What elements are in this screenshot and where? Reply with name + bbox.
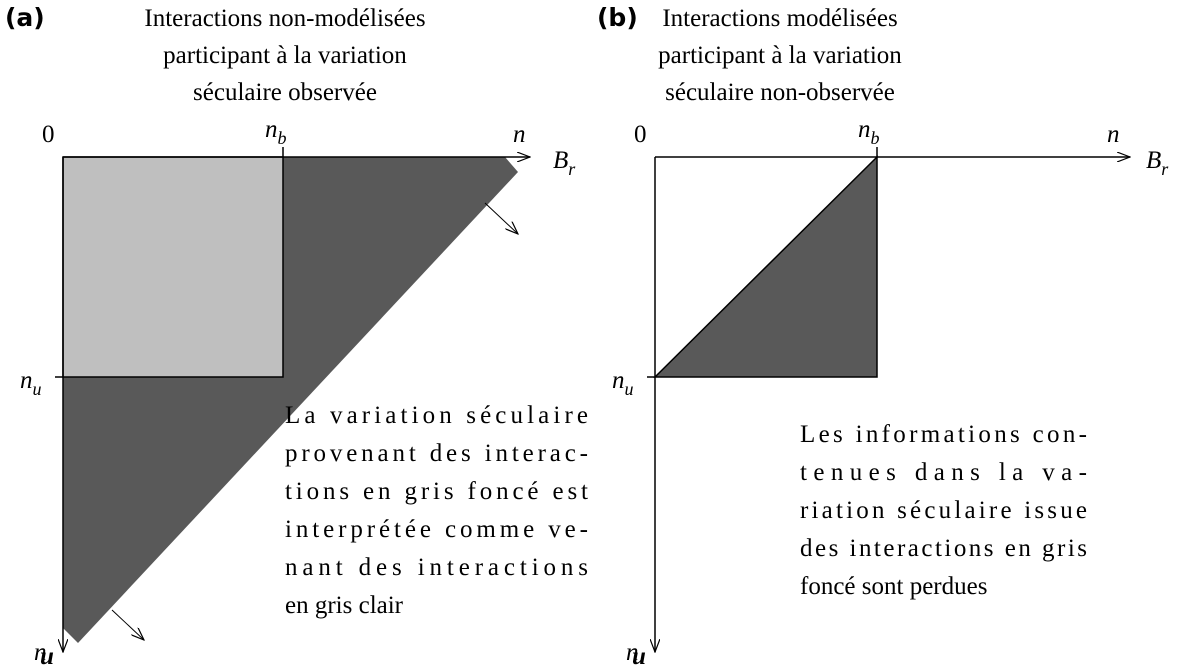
- caption-line: Les informations con-: [800, 421, 1087, 448]
- caption-line: La variation séculaire: [285, 402, 588, 429]
- panel-title: Interactions modélisées: [662, 5, 897, 32]
- caption-line: tenues dans la va-: [800, 459, 1087, 486]
- light-square: [62, 156, 284, 378]
- y-axis-name: n: [34, 639, 47, 666]
- y-tick-label-sub: u: [625, 379, 634, 399]
- x-tick-label-sub: b: [278, 128, 287, 148]
- y-tick-label: nu: [20, 367, 42, 399]
- caption-line: en gris clair: [285, 592, 404, 619]
- panel-title: participant à la variation: [163, 42, 407, 69]
- y-axis-vector: u: [632, 643, 646, 669]
- x-tick-label: nb: [265, 116, 287, 148]
- y-axis-name: n: [626, 639, 639, 666]
- x-axis-label: Br: [553, 147, 576, 179]
- panel-title: Interactions non-modélisées: [144, 5, 425, 32]
- x-axis-name: n: [1107, 121, 1120, 148]
- caption-line: foncé sont perdues: [800, 573, 987, 600]
- panel-label: (a): [5, 3, 45, 32]
- origin-label: 0: [634, 121, 647, 148]
- normal-arrow: [111, 609, 144, 640]
- x-tick-label: nb: [858, 116, 880, 148]
- y-tick-label-base: n: [20, 367, 33, 394]
- panel-title: séculaire non-observée: [665, 79, 895, 106]
- panel-title: participant à la variation: [658, 42, 902, 69]
- panel-label: (b): [597, 3, 638, 32]
- y-tick-label-sub: u: [33, 379, 42, 399]
- x-axis-label-base: B: [553, 147, 568, 174]
- caption-line: des interactions en gris: [800, 535, 1087, 562]
- caption-line: nant des interactions: [285, 554, 588, 581]
- x-axis-label: Br: [1146, 147, 1169, 179]
- x-tick-label-base: n: [858, 116, 871, 143]
- origin-label: 0: [42, 121, 55, 148]
- x-tick-label-base: n: [265, 116, 278, 143]
- caption-line: provenant des interac-: [285, 440, 588, 467]
- x-axis-label-base: B: [1146, 147, 1161, 174]
- y-tick-label-base: n: [612, 367, 625, 394]
- x-axis-label-sub: r: [1161, 159, 1169, 179]
- panel-title: séculaire observée: [193, 79, 377, 106]
- x-axis-label-sub: r: [568, 159, 576, 179]
- caption-line: interprétée comme ve-: [285, 516, 588, 543]
- dark-triangle: [653, 155, 878, 378]
- y-axis-vector: u: [40, 643, 54, 669]
- y-tick-label: nu: [612, 367, 634, 399]
- caption-line: riation séculaire issue: [800, 497, 1087, 524]
- x-tick-label-sub: b: [871, 128, 880, 148]
- x-axis-name: n: [513, 121, 526, 148]
- caption-line: tions en gris foncé est: [285, 478, 588, 505]
- normal-arrow: [484, 202, 518, 234]
